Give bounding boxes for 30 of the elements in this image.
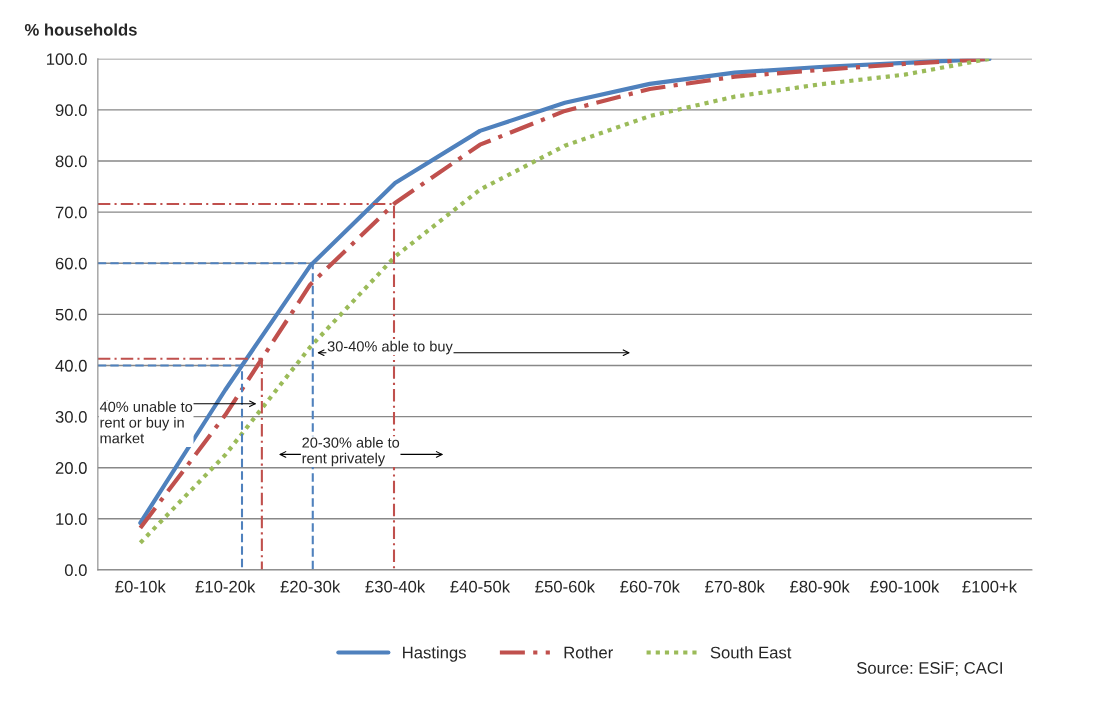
legend-label: South East [710,646,792,659]
x-tick-label: £0-10k [115,580,166,593]
annotation: 20-30% able to rent privately [302,437,400,467]
y-axis-title: % households [24,23,137,36]
x-tick-label: £100+k [962,580,1018,593]
x-tick-label: £80-90k [790,580,850,593]
x-tick-label: £30-40k [365,580,426,593]
x-tick-label: £20-30k [280,580,341,593]
x-tick-label: £70-80k [705,580,765,593]
x-tick-label: £50-60k [535,580,596,593]
legend-label: Hastings [403,646,466,662]
y-tick-label: 80.0 [55,155,87,168]
y-tick-label: 30.0 [55,410,87,423]
legend-label: Rother [564,646,613,659]
y-tick-label: 60.0 [55,257,87,270]
source-note: Source: ESiF; CACI [857,661,1002,676]
y-tick-label: 100.0 [47,53,87,66]
x-tick-label: £10-20k [195,580,256,593]
annotation: 30-40% able to buy [327,340,453,355]
y-tick-label: 90.0 [55,104,87,117]
x-tick-label: £60-70k [620,580,680,593]
x-tick-label: £90-100k [870,580,940,593]
y-tick-label: 20.0 [55,462,87,474]
x-tick-label: £40-50k [450,580,511,593]
y-tick-label: 50.0 [55,308,87,321]
y-tick-label: 0.0 [64,564,87,577]
y-tick-label: 10.0 [56,513,87,525]
y-tick-label: 70.0 [55,206,87,219]
annotation: 40% unable to rent or buy in market [99,401,193,444]
y-tick-label: 40.0 [55,359,87,372]
